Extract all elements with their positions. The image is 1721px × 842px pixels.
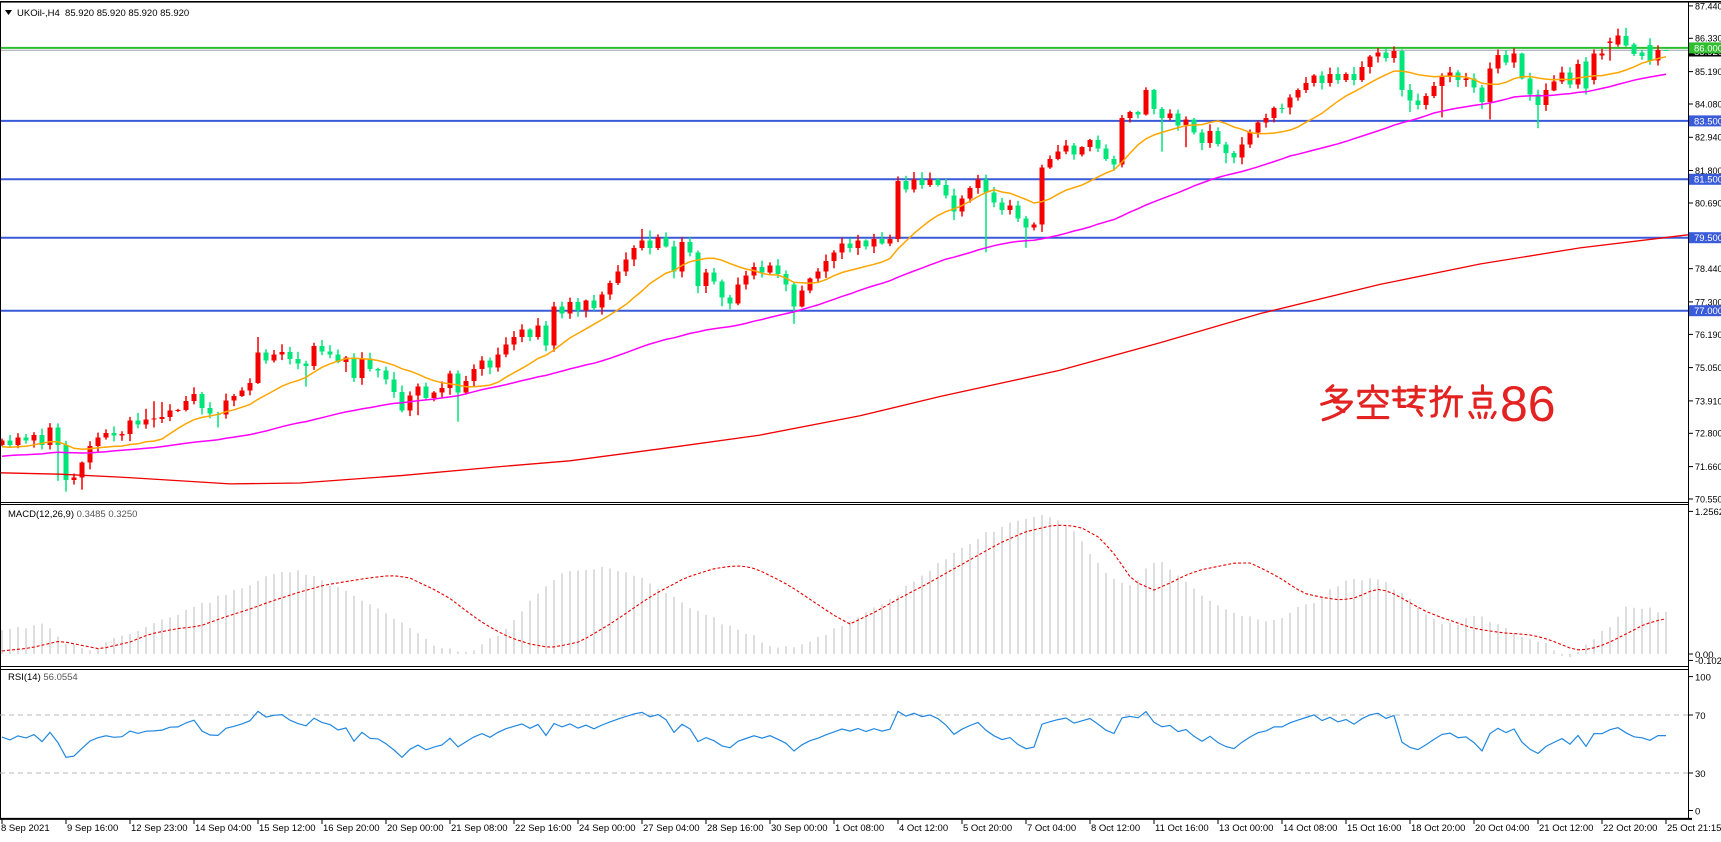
svg-text:85.190: 85.190 — [1695, 67, 1721, 77]
svg-text:77.300: 77.300 — [1695, 297, 1721, 307]
svg-text:14 Oct 08:00: 14 Oct 08:00 — [1283, 823, 1337, 834]
svg-text:78.440: 78.440 — [1695, 264, 1721, 274]
svg-text:RSI(14) 56.0554: RSI(14) 56.0554 — [8, 672, 78, 683]
svg-text:20 Sep 00:00: 20 Sep 00:00 — [387, 823, 444, 834]
svg-text:86: 86 — [1500, 376, 1556, 432]
svg-text:25 Oct 21:15: 25 Oct 21:15 — [1667, 823, 1721, 834]
svg-text:0: 0 — [1695, 806, 1700, 817]
svg-text:8 Oct 12:00: 8 Oct 12:00 — [1091, 823, 1140, 834]
svg-text:20 Oct 04:00: 20 Oct 04:00 — [1475, 823, 1529, 834]
svg-text:21 Sep 08:00: 21 Sep 08:00 — [451, 823, 508, 834]
svg-text:14 Sep 04:00: 14 Sep 04:00 — [195, 823, 252, 834]
svg-text:82.940: 82.940 — [1695, 133, 1721, 143]
svg-text:11 Oct 16:00: 11 Oct 16:00 — [1155, 823, 1209, 834]
svg-text:70: 70 — [1695, 711, 1706, 722]
svg-text:100: 100 — [1695, 672, 1711, 683]
svg-text:22 Oct 20:00: 22 Oct 20:00 — [1603, 823, 1657, 834]
svg-text:18 Oct 20:00: 18 Oct 20:00 — [1411, 823, 1465, 834]
svg-text:MACD(12,26,9) 0.3485 0.3250: MACD(12,26,9) 0.3485 0.3250 — [8, 509, 137, 520]
svg-text:4 Oct 12:00: 4 Oct 12:00 — [899, 823, 948, 834]
svg-text:71.660: 71.660 — [1695, 462, 1721, 472]
svg-text:81.500: 81.500 — [1694, 175, 1721, 186]
svg-text:72.800: 72.800 — [1695, 429, 1721, 439]
svg-text:22 Sep 16:00: 22 Sep 16:00 — [515, 823, 572, 834]
svg-text:75.050: 75.050 — [1695, 363, 1721, 373]
svg-text:-0.1023: -0.1023 — [1695, 656, 1721, 667]
svg-text:16 Sep 20:00: 16 Sep 20:00 — [323, 823, 380, 834]
svg-text:30: 30 — [1695, 769, 1706, 780]
svg-text:86.000: 86.000 — [1694, 43, 1721, 54]
svg-text:79.500: 79.500 — [1694, 233, 1721, 244]
svg-text:15 Oct 16:00: 15 Oct 16:00 — [1347, 823, 1401, 834]
svg-text:30 Sep 00:00: 30 Sep 00:00 — [771, 823, 828, 834]
svg-text:76.190: 76.190 — [1695, 330, 1721, 340]
svg-text:86.330: 86.330 — [1695, 34, 1721, 44]
svg-text:87.440: 87.440 — [1695, 1, 1721, 11]
svg-text:80.690: 80.690 — [1695, 198, 1721, 208]
svg-text:27 Sep 04:00: 27 Sep 04:00 — [643, 823, 700, 834]
svg-text:8 Sep 2021: 8 Sep 2021 — [1, 823, 50, 834]
svg-text:12 Sep 23:00: 12 Sep 23:00 — [131, 823, 188, 834]
svg-text:UKOil-,H4 85.920 85.920 85.92: UKOil-,H4 85.920 85.920 85.920 85.920 — [17, 8, 189, 19]
svg-text:83.500: 83.500 — [1694, 116, 1721, 127]
svg-text:9 Sep 16:00: 9 Sep 16:00 — [67, 823, 118, 834]
svg-text:81.800: 81.800 — [1695, 166, 1721, 176]
svg-text:1.2562: 1.2562 — [1695, 507, 1721, 518]
svg-text:0.00: 0.00 — [1695, 650, 1714, 661]
svg-text:7 Oct 04:00: 7 Oct 04:00 — [1027, 823, 1076, 834]
svg-text:1 Oct 08:00: 1 Oct 08:00 — [835, 823, 884, 834]
svg-text:73.910: 73.910 — [1695, 396, 1721, 406]
svg-text:24 Sep 00:00: 24 Sep 00:00 — [579, 823, 636, 834]
svg-text:15 Sep 12:00: 15 Sep 12:00 — [259, 823, 316, 834]
svg-text:5 Oct 20:00: 5 Oct 20:00 — [963, 823, 1012, 834]
svg-text:70.550: 70.550 — [1695, 494, 1721, 504]
svg-text:77.000: 77.000 — [1694, 306, 1721, 317]
svg-text:28 Sep 16:00: 28 Sep 16:00 — [707, 823, 764, 834]
svg-text:13 Oct 00:00: 13 Oct 00:00 — [1219, 823, 1273, 834]
svg-text:21 Oct 12:00: 21 Oct 12:00 — [1539, 823, 1593, 834]
svg-text:84.080: 84.080 — [1695, 99, 1721, 109]
